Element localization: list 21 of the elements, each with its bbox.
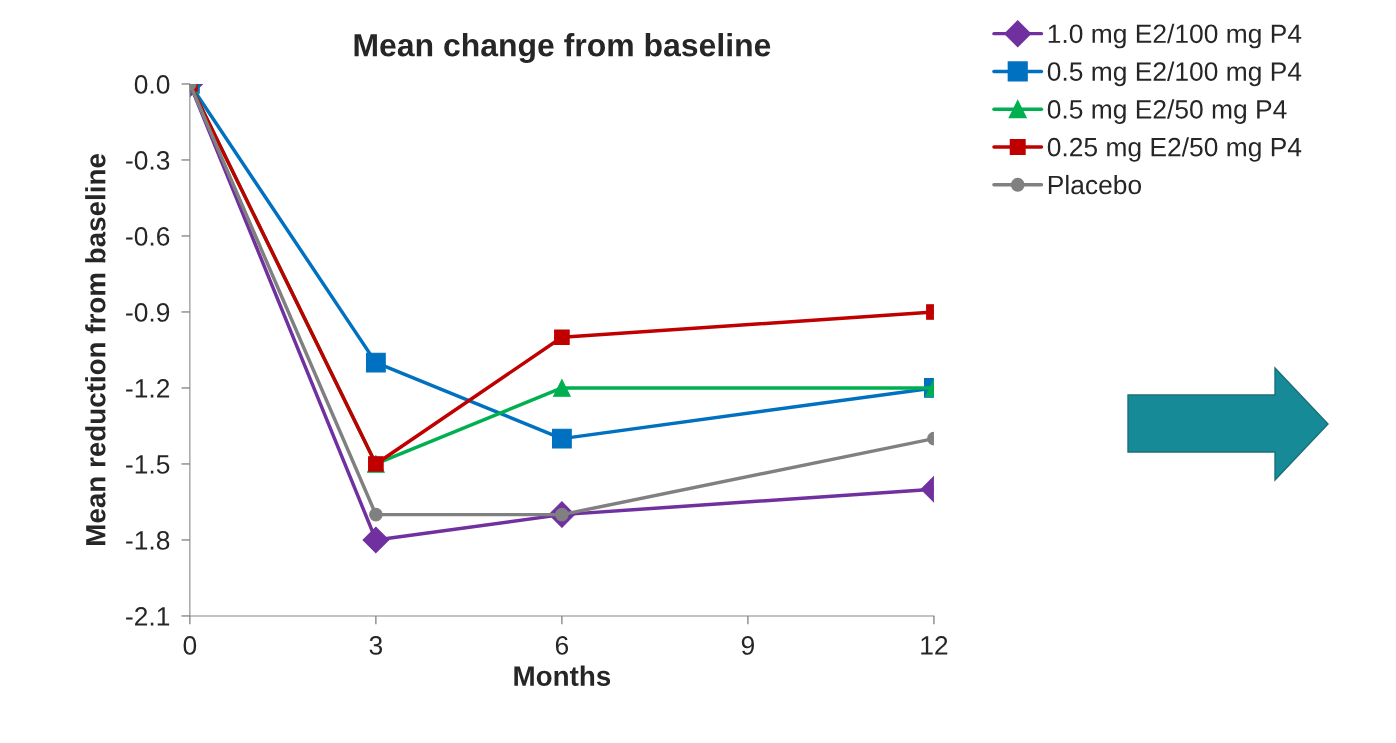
y-tick-label: -1.5 [126,455,170,474]
x-tick-label: 6 [555,636,569,655]
legend-label: 1.0 mg E2/100 mg P4 [1048,23,1302,49]
chart-title: Mean change from baseline [354,33,771,63]
legend-label: Placebo [1048,174,1141,195]
legend-label: 0.25 mg E2/50 mg P4 [1047,137,1302,162]
legend-label: 0.5 mg E2/50 mg P4 [1047,99,1287,124]
legend-label: 0.5 mg E2/100 mg P4 [1047,61,1302,87]
x-tick-label: 3 [369,636,383,655]
y-tick-label: -0.6 [126,227,170,246]
x-tick-label: 0 [183,636,197,655]
y-tick-label: -1.8 [126,531,170,550]
x-tick-label: 9 [741,636,754,655]
y-tick-label: 0.0 [134,75,170,94]
x-tick-label: 12 [921,636,948,655]
y-tick-label: -1.2 [126,379,170,398]
y-tick-label: -2.1 [126,607,170,626]
x-axis-title: Months [514,665,611,686]
y-tick-label: -0.3 [126,151,170,170]
y-tick-label: -0.9 [126,303,170,322]
y-axis-title: Mean reduction from baseline [85,154,106,545]
